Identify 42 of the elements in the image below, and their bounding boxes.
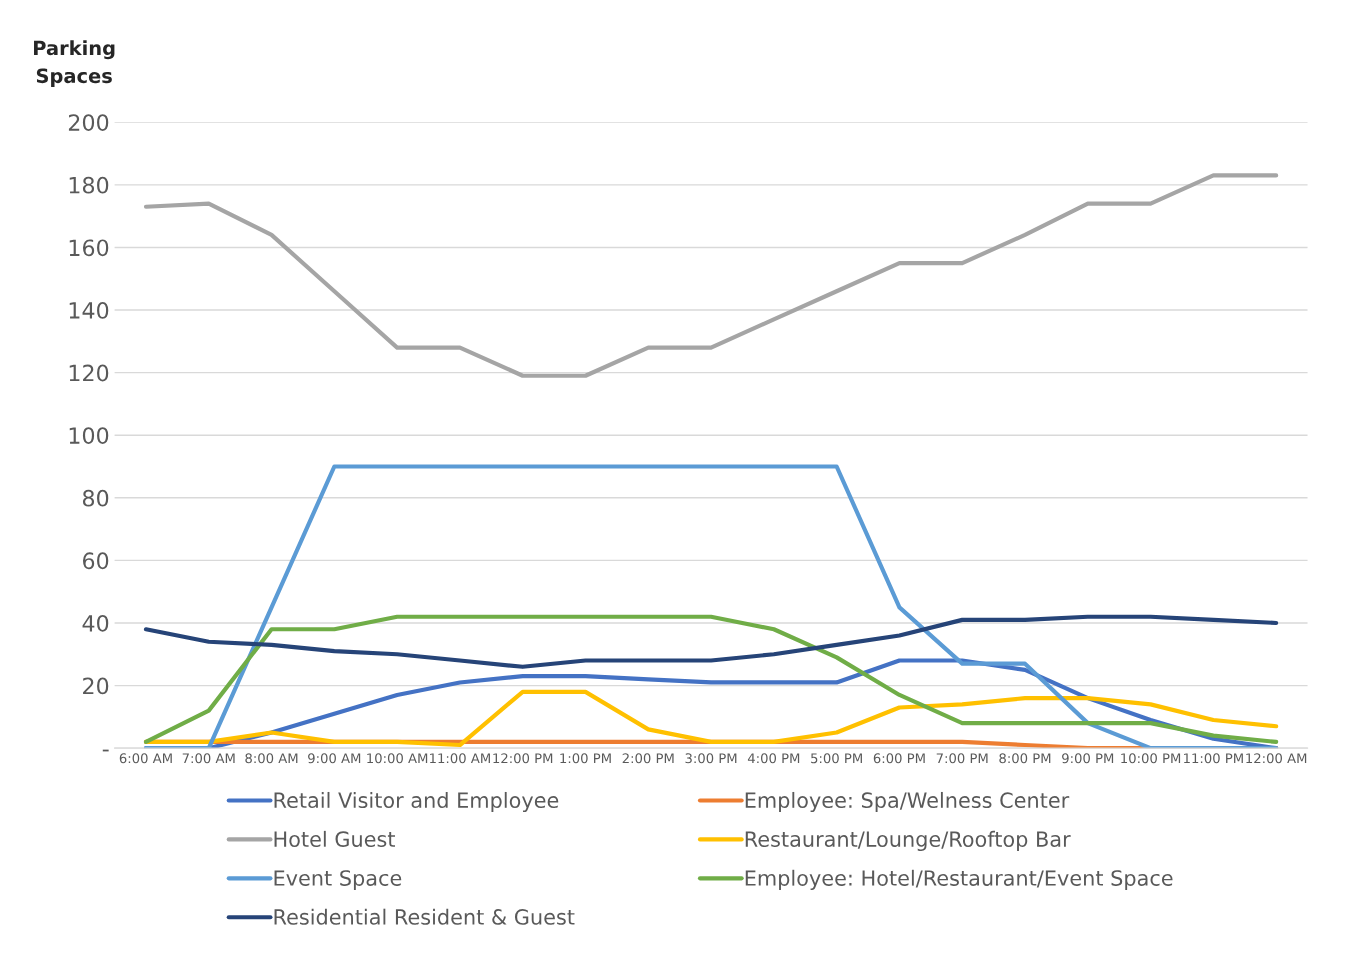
y-axis-title: Parking Spaces: [34, 40, 115, 87]
x-tick-label: 10:00 PM: [1121, 753, 1181, 764]
x-tick-label: 6:00 AM: [119, 753, 172, 764]
y-tick-label: 40: [82, 614, 109, 632]
x-tick-label: 7:00 PM: [936, 753, 988, 764]
y-tick-label: 140: [69, 301, 109, 319]
y-tick-label: 60: [82, 552, 109, 570]
line-series: [143, 614, 1279, 669]
x-tick-label: 5:00 PM: [811, 753, 862, 764]
y-tick-label: 100: [69, 427, 109, 444]
x-tick-label: 9:00 AM: [308, 753, 361, 764]
legend-label: Residential Resident & Guest: [274, 908, 575, 925]
legend-label: Retail Visitor and Employee: [274, 791, 559, 813]
x-tick-label: 9:00 PM: [1062, 753, 1114, 764]
x-tick-label: 11:00 PM: [1184, 753, 1243, 764]
y-tick-label: 80: [82, 489, 109, 507]
x-tick-label: 4:00 PM: [747, 753, 800, 764]
legend-label: Employee: Spa/Welness Center: [745, 791, 1070, 813]
y-tick-label: 160: [69, 239, 109, 257]
line-series: [143, 614, 1279, 744]
x-tick-label: 12:00 PM: [493, 753, 553, 764]
x-tick-label: 10:00 AM: [367, 753, 428, 764]
legend-label: Hotel Guest: [274, 830, 396, 847]
x-tick-label: 8:00 AM: [245, 753, 298, 764]
y-tick-label: -: [102, 749, 109, 752]
x-tick-label: 8:00 PM: [999, 753, 1051, 764]
legend-label: Employee: Hotel/Restaurant/Event Space: [745, 869, 1173, 890]
x-tick-label: 11:00 AM: [430, 753, 490, 764]
y-tick-label: 120: [69, 364, 109, 382]
x-tick-label: 7:00 AM: [182, 753, 235, 764]
line-series: [143, 464, 1279, 749]
line-series: [143, 173, 1279, 378]
x-tick-label: 12:00 AM: [1246, 753, 1307, 764]
y-tick-label: 200: [68, 114, 109, 132]
x-tick-label: 1:00 PM: [560, 753, 611, 764]
legend-label: Event Space: [274, 870, 402, 890]
x-tick-label: 6:00 PM: [873, 753, 925, 764]
y-tick-label: 180: [69, 176, 109, 194]
x-tick-label: 3:00 PM: [685, 753, 737, 764]
x-tick-label: 2:00 PM: [622, 753, 674, 764]
y-tick-label: 20: [83, 677, 109, 695]
legend-label: Restaurant/Lounge/Rooftop Bar: [745, 830, 1071, 852]
